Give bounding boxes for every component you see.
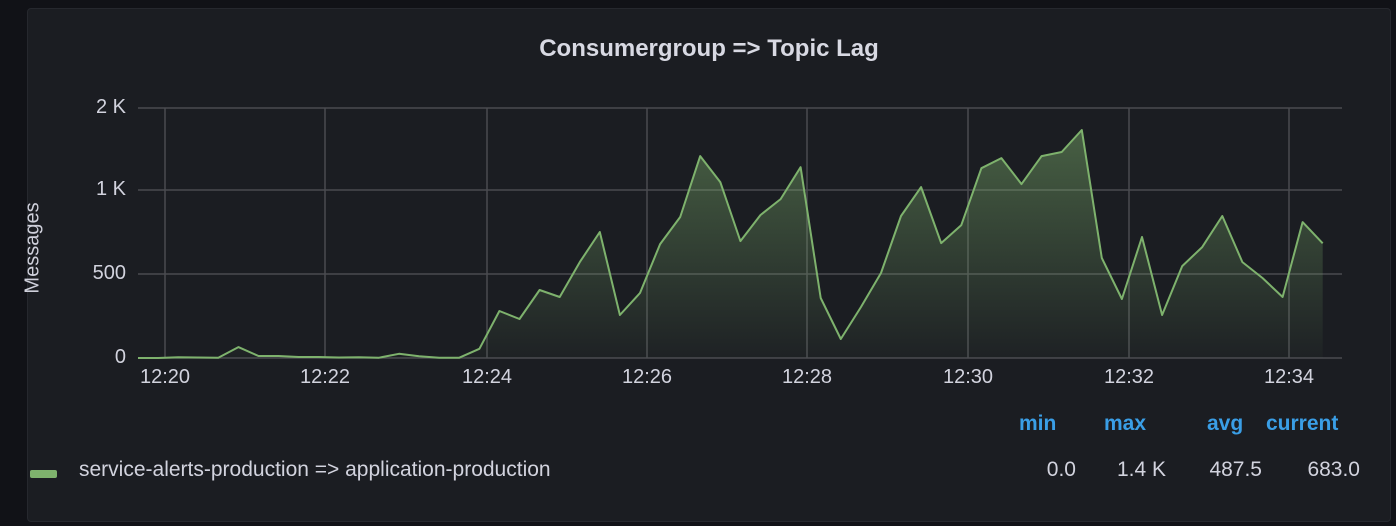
y-tick-label: 500: [92, 262, 126, 284]
x-tick-label: 12:28: [781, 366, 833, 388]
series-color-swatch[interactable]: [30, 470, 57, 478]
x-tick-label: 12:30: [942, 366, 994, 388]
stat-max: 1.4 K: [1116, 458, 1166, 481]
y-tick-label: 2 K: [95, 96, 126, 118]
x-tick-label: 12:24: [461, 366, 513, 388]
series-area-fill: [138, 130, 1323, 358]
x-tick-label: 12:26: [621, 366, 673, 388]
x-tick-label: 12:32: [1103, 366, 1155, 388]
y-tick-label: 0: [114, 346, 126, 368]
y-tick-label: 1 K: [95, 178, 126, 200]
stat-current: 683.0: [1307, 458, 1360, 481]
x-tick-label: 12:22: [299, 366, 351, 388]
legend-header-min[interactable]: min: [1019, 412, 1057, 435]
y-axis-label: Messages: [21, 202, 44, 294]
x-tick-label: 12:34: [1263, 366, 1315, 388]
panel-title[interactable]: Consumergroup => Topic Lag: [539, 35, 879, 62]
stat-min: 0.0: [1046, 458, 1076, 481]
legend-header-avg[interactable]: avg: [1207, 412, 1244, 435]
legend-header-current[interactable]: current: [1266, 412, 1339, 435]
series-line[interactable]: [138, 129, 1324, 359]
series-name[interactable]: service-alerts-production => application…: [79, 458, 551, 481]
legend-header-max[interactable]: max: [1104, 412, 1147, 435]
legend-series-row[interactable]: service-alerts-production => application…: [0, 458, 1396, 486]
stat-avg: 487.5: [1209, 458, 1262, 481]
x-tick-label: 12:20: [139, 366, 191, 388]
